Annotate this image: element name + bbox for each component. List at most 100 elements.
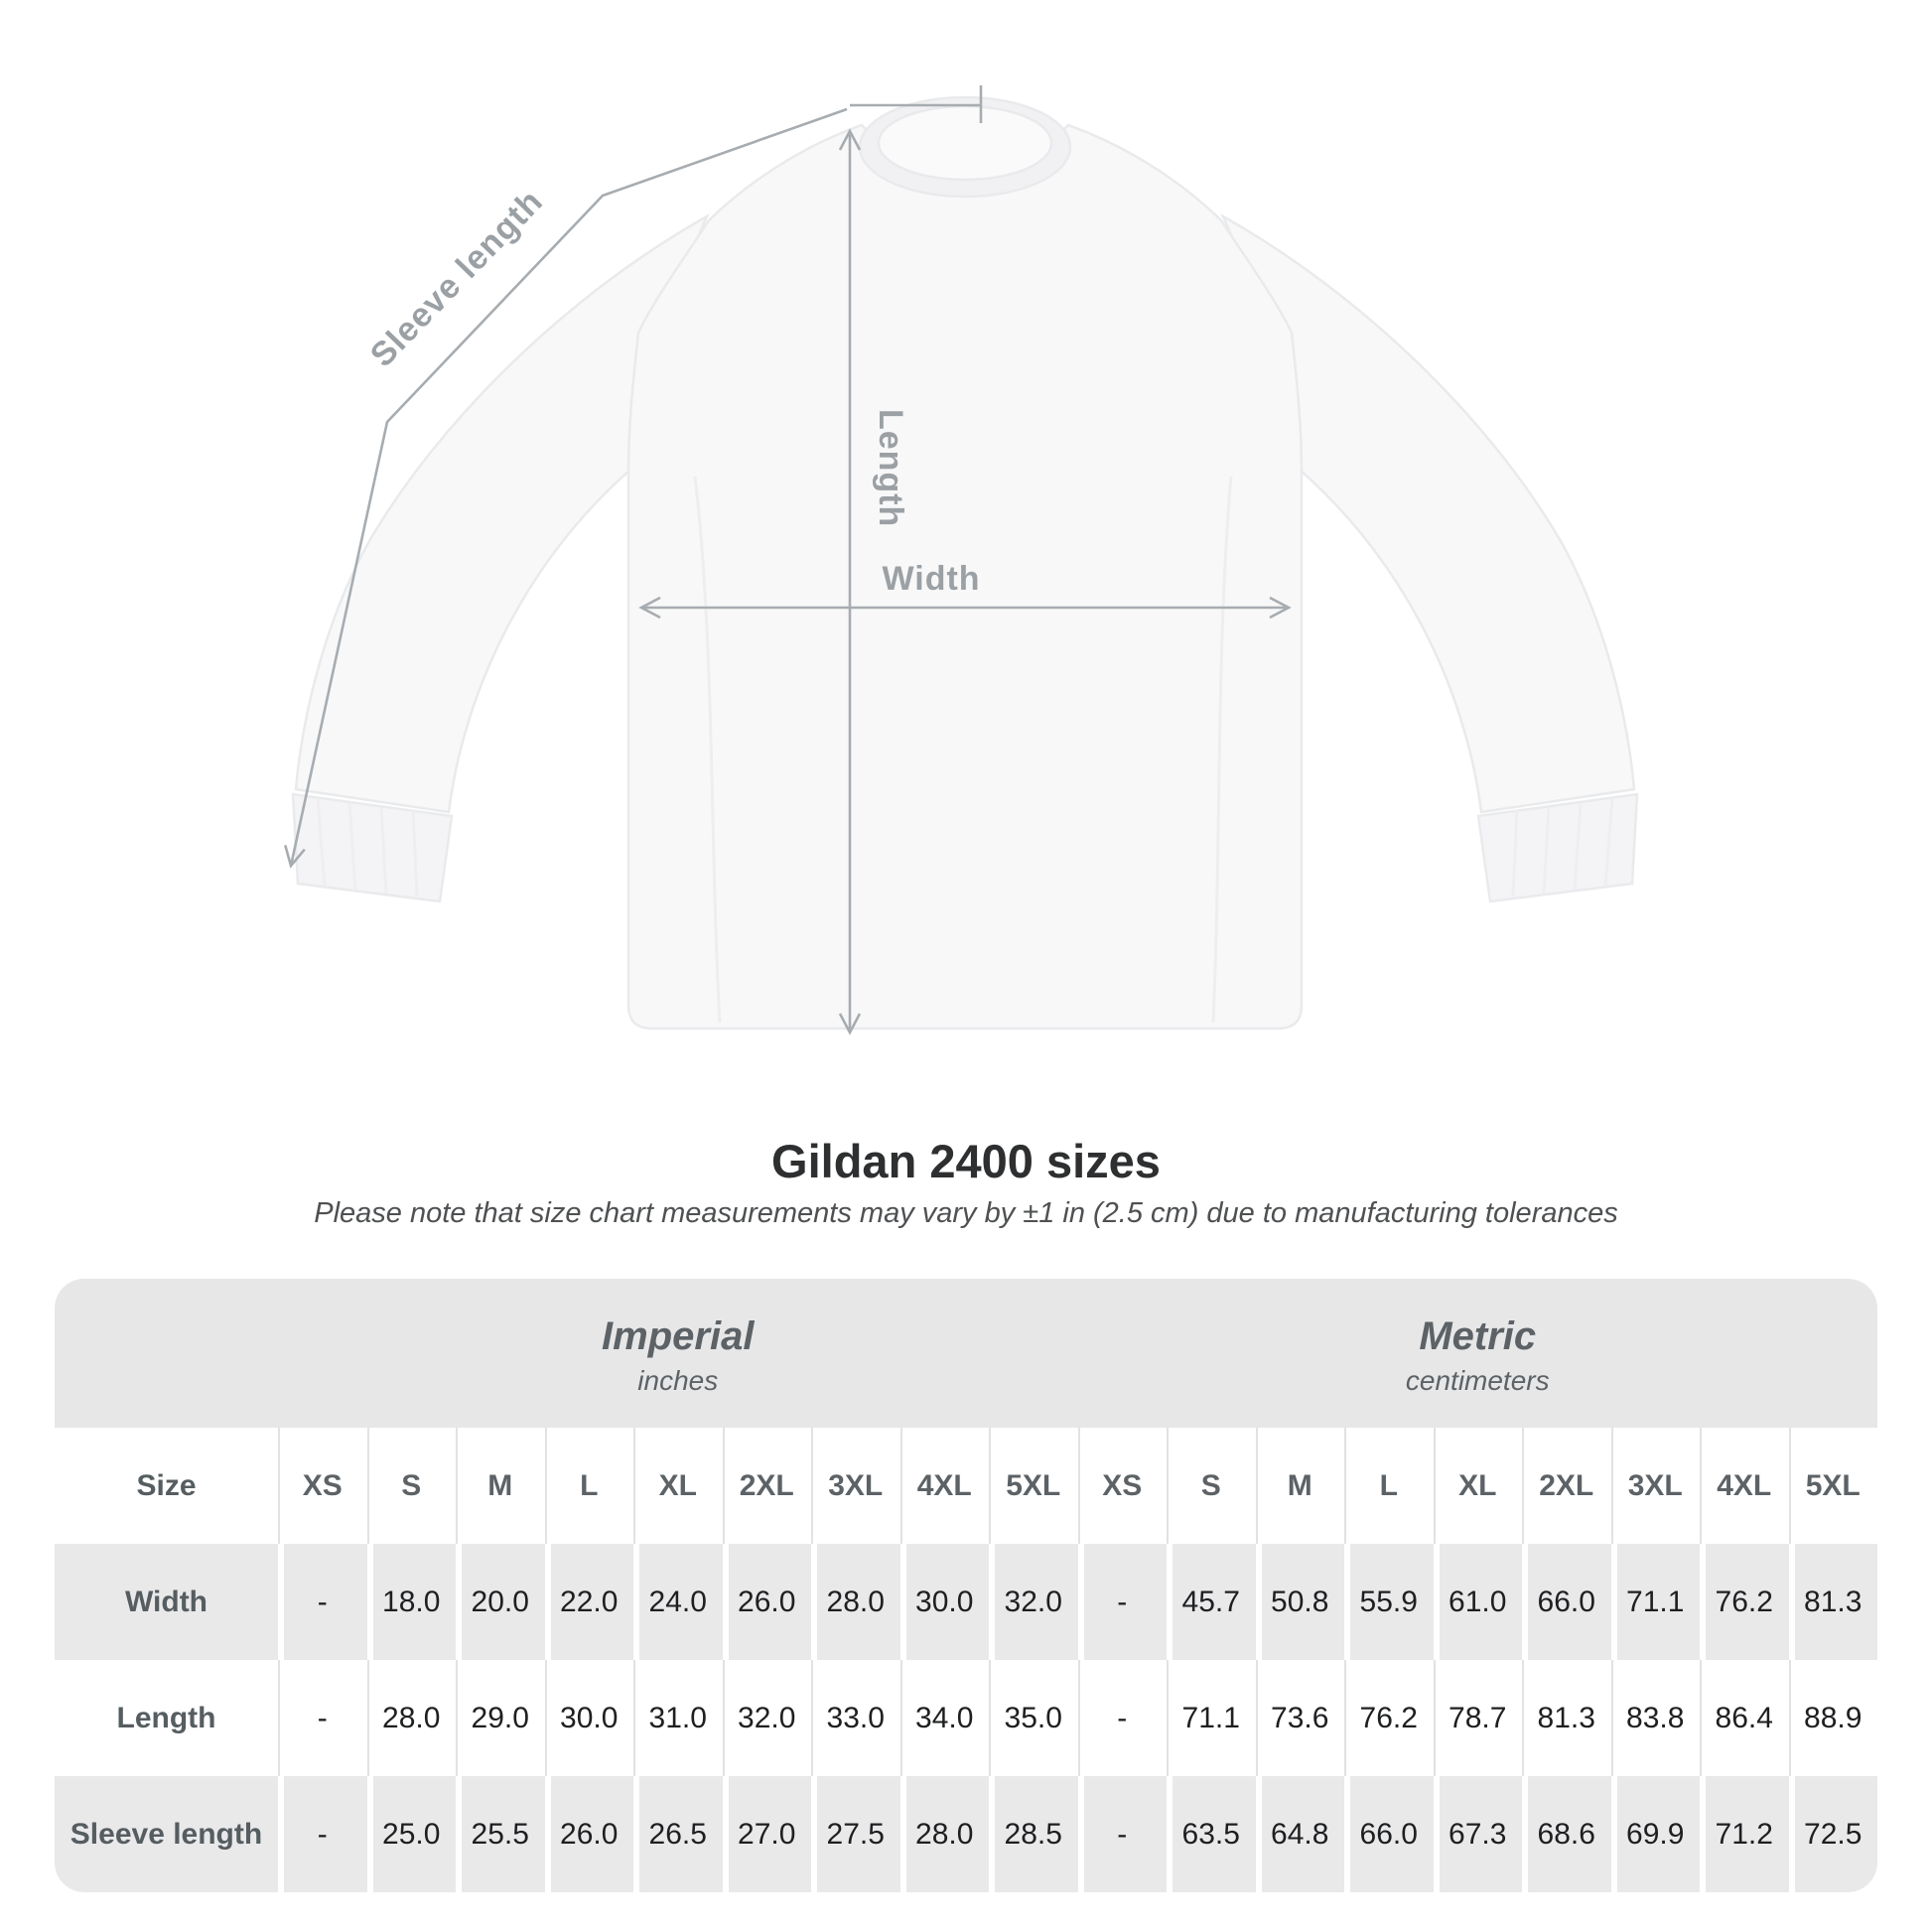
imperial-value-cell: 20.0 bbox=[456, 1544, 545, 1660]
metric-value-cell: 61.0 bbox=[1433, 1544, 1522, 1660]
shirt-right-cuff bbox=[1476, 792, 1639, 903]
size-header-2xl: 2XL bbox=[1522, 1428, 1611, 1544]
shirt-fold-lines bbox=[316, 476, 1614, 1024]
imperial-value-cell: 32.0 bbox=[723, 1660, 812, 1776]
table-row-width: Width -18.0 20.0 22.0 24.0 26.0 28.0 30.0 32.0-4… bbox=[55, 1544, 1877, 1660]
row-label: Length bbox=[116, 1701, 216, 1734]
unit-header-band: Imperial inches Metric centimeters bbox=[55, 1279, 1877, 1428]
metric-value-cell: 71.2 bbox=[1700, 1776, 1789, 1892]
imperial-value-cell: 35.0 bbox=[989, 1660, 1078, 1776]
imperial-value-cell: 26.0 bbox=[722, 1544, 811, 1660]
metric-value-cell: 67.3 bbox=[1433, 1776, 1522, 1892]
metric-value-cell: 68.6 bbox=[1522, 1776, 1611, 1892]
imperial-value-cell: 26.0 bbox=[544, 1776, 633, 1892]
tolerance-note: Please note that size chart measurements… bbox=[314, 1197, 1618, 1229]
metric-value-cell: 69.9 bbox=[1610, 1776, 1700, 1892]
length-label: Length bbox=[872, 409, 909, 527]
imperial-value-cell: 30.0 bbox=[545, 1660, 634, 1776]
metric-value-cell: 50.8 bbox=[1255, 1544, 1344, 1660]
imperial-value-cell: 28.0 bbox=[367, 1660, 457, 1776]
imperial-value-cell: 28.0 bbox=[899, 1776, 989, 1892]
imperial-value-cell: 25.5 bbox=[456, 1776, 545, 1892]
metric-value-cell: - bbox=[1077, 1544, 1167, 1660]
size-header-3xl: 3XL bbox=[1611, 1428, 1701, 1544]
shirt-body bbox=[626, 123, 1304, 1031]
table-row-length: Length -28.0 29.0 30.0 31.0 32.0 33.0 34.0 35.0-… bbox=[55, 1660, 1877, 1776]
metric-value-cell: 55.9 bbox=[1344, 1544, 1434, 1660]
metric-value-cell: 81.3 bbox=[1788, 1544, 1877, 1660]
size-header-5xl: 5XL bbox=[989, 1428, 1078, 1544]
size-header-row: Size XS S M L XL 2XL 3XL 4XL 5XL XS S M L XL 2XL 3XL 4XL 5… bbox=[55, 1428, 1877, 1544]
size-header-xs: XS bbox=[1078, 1428, 1168, 1544]
sleeve-length-arrow bbox=[284, 107, 848, 869]
imperial-value-cell: - bbox=[278, 1544, 367, 1660]
imperial-value-cell: 22.0 bbox=[544, 1544, 633, 1660]
metric-value-cell: 86.4 bbox=[1700, 1660, 1789, 1776]
metric-value-cell: 76.2 bbox=[1344, 1660, 1434, 1776]
imperial-value-cell: 33.0 bbox=[811, 1660, 900, 1776]
row-label: Sleeve length bbox=[55, 1776, 278, 1892]
imperial-value-cell: 31.0 bbox=[633, 1660, 723, 1776]
metric-title: Metric bbox=[1419, 1313, 1537, 1358]
imperial-value-cell: 27.0 bbox=[722, 1776, 811, 1892]
metric-value-cell: 64.8 bbox=[1255, 1776, 1344, 1892]
imperial-title: Imperial bbox=[602, 1313, 755, 1358]
imperial-value-cell: 27.5 bbox=[811, 1776, 900, 1892]
metric-header-group: Metric centimeters bbox=[1078, 1279, 1878, 1428]
metric-value-cell: - bbox=[1077, 1776, 1167, 1892]
size-header-2xl: 2XL bbox=[723, 1428, 812, 1544]
metric-value-cell: 63.5 bbox=[1167, 1776, 1256, 1892]
size-header-4xl: 4XL bbox=[1700, 1428, 1789, 1544]
metric-value-cell: 71.1 bbox=[1167, 1660, 1256, 1776]
size-header-m: M bbox=[1256, 1428, 1345, 1544]
size-header-5xl: 5XL bbox=[1789, 1428, 1878, 1544]
imperial-value-cell: 25.0 bbox=[366, 1776, 456, 1892]
shirt-collar-inner bbox=[877, 104, 1053, 182]
metric-value-cell: 83.8 bbox=[1611, 1660, 1701, 1776]
size-header-3xl: 3XL bbox=[811, 1428, 900, 1544]
table-row-sleeve-length: Sleeve length -25.0 25.5 26.0 26.5 27.0 27.5 28… bbox=[55, 1776, 1877, 1892]
size-header-s: S bbox=[367, 1428, 457, 1544]
size-header-xs: XS bbox=[278, 1428, 367, 1544]
imperial-value-cell: 18.0 bbox=[366, 1544, 456, 1660]
metric-value-cell: - bbox=[1078, 1660, 1168, 1776]
imperial-value-cell: 28.5 bbox=[989, 1776, 1078, 1892]
metric-value-cell: 73.6 bbox=[1256, 1660, 1345, 1776]
imperial-value-cell: 29.0 bbox=[456, 1660, 545, 1776]
width-label: Width bbox=[882, 560, 980, 598]
size-header-l: L bbox=[1344, 1428, 1434, 1544]
metric-value-cell: 81.3 bbox=[1522, 1660, 1611, 1776]
size-header-s: S bbox=[1167, 1428, 1256, 1544]
size-header-xl: XL bbox=[633, 1428, 723, 1544]
metric-value-cell: 66.0 bbox=[1522, 1544, 1611, 1660]
metric-value-cell: 78.7 bbox=[1434, 1660, 1523, 1776]
metric-value-cell: 66.0 bbox=[1344, 1776, 1434, 1892]
imperial-value-cell: 34.0 bbox=[900, 1660, 990, 1776]
imperial-header-group: Imperial inches bbox=[278, 1279, 1078, 1428]
size-column-header: Size bbox=[136, 1468, 197, 1502]
imperial-value-cell: 24.0 bbox=[633, 1544, 723, 1660]
imperial-value-cell: 28.0 bbox=[811, 1544, 900, 1660]
imperial-value-cell: - bbox=[278, 1776, 367, 1892]
shirt-left-cuff bbox=[291, 792, 454, 903]
imperial-value-cell: 30.0 bbox=[899, 1544, 989, 1660]
size-header-4xl: 4XL bbox=[900, 1428, 990, 1544]
size-header-xl: XL bbox=[1434, 1428, 1523, 1544]
size-header-l: L bbox=[545, 1428, 634, 1544]
imperial-value-cell: 32.0 bbox=[989, 1544, 1078, 1660]
size-header-m: M bbox=[456, 1428, 545, 1544]
metric-value-cell: 88.9 bbox=[1789, 1660, 1878, 1776]
page-title: Gildan 2400 sizes bbox=[771, 1135, 1161, 1187]
metric-value-cell: 76.2 bbox=[1700, 1544, 1789, 1660]
shirt-measurement-diagram: Sleeve length Length Width bbox=[284, 85, 1639, 1035]
metric-unit: centimeters bbox=[1405, 1364, 1550, 1396]
metric-value-cell: 71.1 bbox=[1610, 1544, 1700, 1660]
metric-value-cell: 45.7 bbox=[1167, 1544, 1256, 1660]
imperial-value-cell: - bbox=[278, 1660, 367, 1776]
metric-value-cell: 72.5 bbox=[1788, 1776, 1877, 1892]
imperial-value-cell: 26.5 bbox=[633, 1776, 723, 1892]
imperial-unit: inches bbox=[637, 1364, 719, 1396]
row-label: Width bbox=[55, 1544, 278, 1660]
size-table: Imperial inches Metric centimeters Size X… bbox=[55, 1279, 1877, 1892]
